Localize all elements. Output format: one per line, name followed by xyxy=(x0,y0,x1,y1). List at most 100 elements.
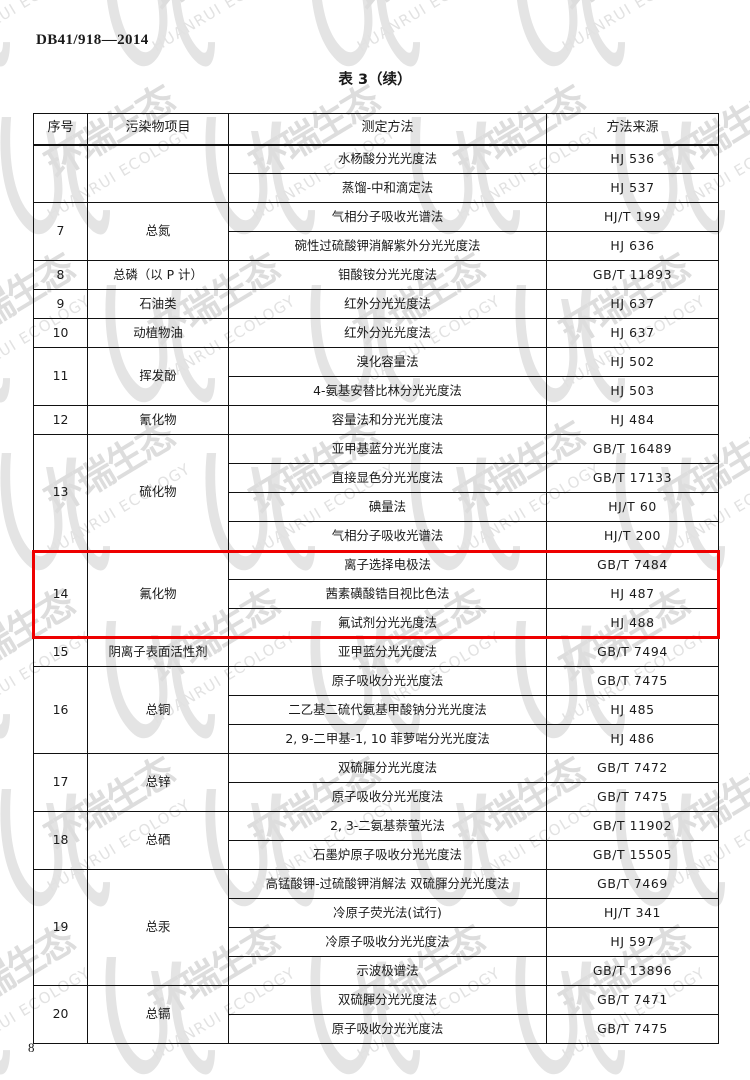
cell-index: 13 xyxy=(33,434,88,551)
cell-measurement-method: 双硫腪分光光度法 xyxy=(228,985,547,1015)
cell-measurement-method: 钼酸铵分光光度法 xyxy=(228,260,547,290)
table-row: 7 总氮 气相分子吸收光谱法 HJ/T 199 xyxy=(33,202,719,261)
cell-measurement-method: 碗性过硫酸钾消解紫外分光光度法 xyxy=(228,231,547,261)
page-number: 8 xyxy=(28,1040,35,1055)
cell-method-source: GB/T 7494 xyxy=(546,637,719,667)
cell-measurement-method: 红外分光光度法 xyxy=(228,289,547,319)
cell-method-source: GB/T 7469 xyxy=(546,869,719,899)
table-row: 19 总汞 高锰酸钾-过硫酸钾消解法 双硫腪分光光度法 GB/T 7469 xyxy=(33,869,719,986)
cell-measurement-method: 碘量法 xyxy=(228,492,547,522)
table-caption: 表 3（续） xyxy=(338,72,412,88)
table-row: 17 总锌 双硫腪分光光度法 GB/T 7472 xyxy=(33,753,719,812)
cell-method-source: HJ 637 xyxy=(546,318,719,348)
cell-measurement-method: 冷原子吸收分光光度法 xyxy=(228,927,547,957)
cell-method-source: GB/T 7472 xyxy=(546,753,719,783)
table-row: 15 阴离子表面活性剂 亚甲蓝分光光度法 GB/T 7494 xyxy=(33,637,719,667)
cell-method-source: GB/T 16489 xyxy=(546,434,719,464)
cell-pollutant-item: 硫化物 xyxy=(87,434,229,551)
cell-measurement-method: 气相分子吸收光谱法 xyxy=(228,202,547,232)
table-row: 9 石油类 红外分光光度法 HJ 637 xyxy=(33,289,719,319)
cell-measurement-method: 溴化容量法 xyxy=(228,347,547,377)
cell-pollutant-item: 挥发酚 xyxy=(87,347,229,406)
cell-index: 19 xyxy=(33,869,88,986)
cell-method-source: HJ 537 xyxy=(546,173,719,203)
table-row: 茜素磺酸锆目视比色法 HJ 487 xyxy=(34,579,719,609)
cell-pollutant-item xyxy=(87,144,229,203)
cell-measurement-method: 水杨酸分光光度法 xyxy=(228,144,547,174)
cell-measurement-method: 双硫腪分光光度法 xyxy=(228,753,547,783)
cell-measurement-method: 二乙基二硫代氨基甲酸钠分光光度法 xyxy=(228,695,547,725)
cell-method-source: HJ 484 xyxy=(546,405,719,435)
cell-index xyxy=(33,144,88,203)
cell-pollutant-item: 氰化物 xyxy=(87,405,229,435)
table-row: 14 氟化物 离子选择电极法 GB/T 7484 xyxy=(33,550,719,638)
cell-method-source: GB/T 7475 xyxy=(546,666,719,696)
cell-measurement-method: 蒸馏-中和滴定法 xyxy=(228,173,547,203)
cell-index: 9 xyxy=(33,289,88,319)
column-header-index: 序号 xyxy=(33,113,88,146)
document-standard-code: DB41/918—2014 xyxy=(36,32,149,48)
cell-method-source: HJ 597 xyxy=(546,927,719,957)
table-row: 冷原子吸收分光光度法 HJ 597 xyxy=(34,927,719,957)
cell-method-source: GB/T 11893 xyxy=(546,260,719,290)
cell-method-source: GB/T 7475 xyxy=(546,782,719,812)
table-row: 18 总硒 2, 3-二氨基萘萤光法 GB/T 11902 xyxy=(33,811,719,870)
cell-measurement-method: 茜素磺酸锆目视比色法 xyxy=(228,579,547,609)
cell-measurement-method: 气相分子吸收光谱法 xyxy=(228,521,547,551)
cell-index: 14 xyxy=(33,550,88,638)
cell-measurement-method: 石墨炉原子吸收分光光度法 xyxy=(228,840,547,870)
cell-measurement-method: 红外分光光度法 xyxy=(228,318,547,348)
cell-measurement-method: 原子吸收分光光度法 xyxy=(228,666,547,696)
table-row: 13 硫化物 亚甲基蓝分光光度法 GB/T 16489 xyxy=(33,434,719,551)
cell-index: 18 xyxy=(33,811,88,870)
cell-method-source: GB/T 15505 xyxy=(546,840,719,870)
cell-method-source: GB/T 7471 xyxy=(546,985,719,1015)
table-row: 11 挥发酚 溴化容量法 HJ 502 xyxy=(33,347,719,406)
table-row: 水杨酸分光光度法 HJ 536 xyxy=(33,144,719,203)
cell-pollutant-item: 总硒 xyxy=(87,811,229,870)
cell-method-source: HJ 536 xyxy=(546,144,719,174)
cell-method-source: GB/T 13896 xyxy=(546,956,719,986)
cell-method-source: HJ/T 341 xyxy=(546,898,719,928)
cell-method-source: GB/T 11902 xyxy=(546,811,719,841)
cell-measurement-method: 离子选择电极法 xyxy=(228,550,547,580)
cell-pollutant-item: 总氮 xyxy=(87,202,229,261)
cell-index: 11 xyxy=(33,347,88,406)
cell-measurement-method: 氟试剂分光光度法 xyxy=(228,608,547,638)
table-body: 水杨酸分光光度法 HJ 536 蒸馏-中和滴定法 HJ 537 7 总氮 气相分子吸收光谱法… xyxy=(33,144,719,1044)
cell-index: 8 xyxy=(33,260,88,290)
cell-measurement-method: 示波极谱法 xyxy=(228,956,547,986)
cell-method-source: GB/T 17133 xyxy=(546,463,719,493)
cell-method-source: GB/T 7475 xyxy=(546,1014,719,1044)
cell-pollutant-item: 动植物油 xyxy=(87,318,229,348)
cell-pollutant-item: 总镉 xyxy=(87,985,229,1044)
table-row: 碗性过硫酸钾消解紫外分光光度法 HJ 636 xyxy=(34,231,719,261)
cell-measurement-method: 直接显色分光光度法 xyxy=(228,463,547,493)
cell-index: 20 xyxy=(33,985,88,1044)
cell-index: 15 xyxy=(33,637,88,667)
table-row: 10 动植物油 红外分光光度法 HJ 637 xyxy=(33,318,719,348)
cell-method-source: HJ 503 xyxy=(546,376,719,406)
cell-pollutant-item: 总铜 xyxy=(87,666,229,754)
cell-method-source: HJ/T 200 xyxy=(546,521,719,551)
table-row: 8 总磷（以 P 计） 钼酸铵分光光度法 GB/T 11893 xyxy=(33,260,719,290)
cell-method-source: HJ 637 xyxy=(546,289,719,319)
cell-index: 7 xyxy=(33,202,88,261)
pollutant-methods-table: 序号 污染物项目 测定方法 方法来源 水杨酸分光光度法 HJ 536 蒸馏-中和滴定… xyxy=(33,113,719,1044)
cell-method-source: HJ 485 xyxy=(546,695,719,725)
cell-measurement-method: 高锰酸钾-过硫酸钾消解法 双硫腪分光光度法 xyxy=(228,869,547,899)
cell-method-source: HJ 636 xyxy=(546,231,719,261)
cell-measurement-method: 4-氨基安替比林分光光度法 xyxy=(228,376,547,406)
cell-measurement-method: 2, 9-二甲基-1, 10 菲萝啱分光光度法 xyxy=(228,724,547,754)
column-header-measurement-method: 测定方法 xyxy=(228,113,547,146)
cell-pollutant-item: 总磷（以 P 计） xyxy=(87,260,229,290)
cell-method-source: HJ 487 xyxy=(546,579,719,609)
table-row: 20 总镉 双硫腪分光光度法 GB/T 7471 xyxy=(33,985,719,1044)
column-header-method-source: 方法来源 xyxy=(546,113,719,146)
table-header: 序号 污染物项目 测定方法 方法来源 xyxy=(33,113,719,146)
cell-index: 17 xyxy=(33,753,88,812)
cell-measurement-method: 容量法和分光光度法 xyxy=(228,405,547,435)
cell-method-source: HJ 486 xyxy=(546,724,719,754)
cell-method-source: HJ/T 60 xyxy=(546,492,719,522)
